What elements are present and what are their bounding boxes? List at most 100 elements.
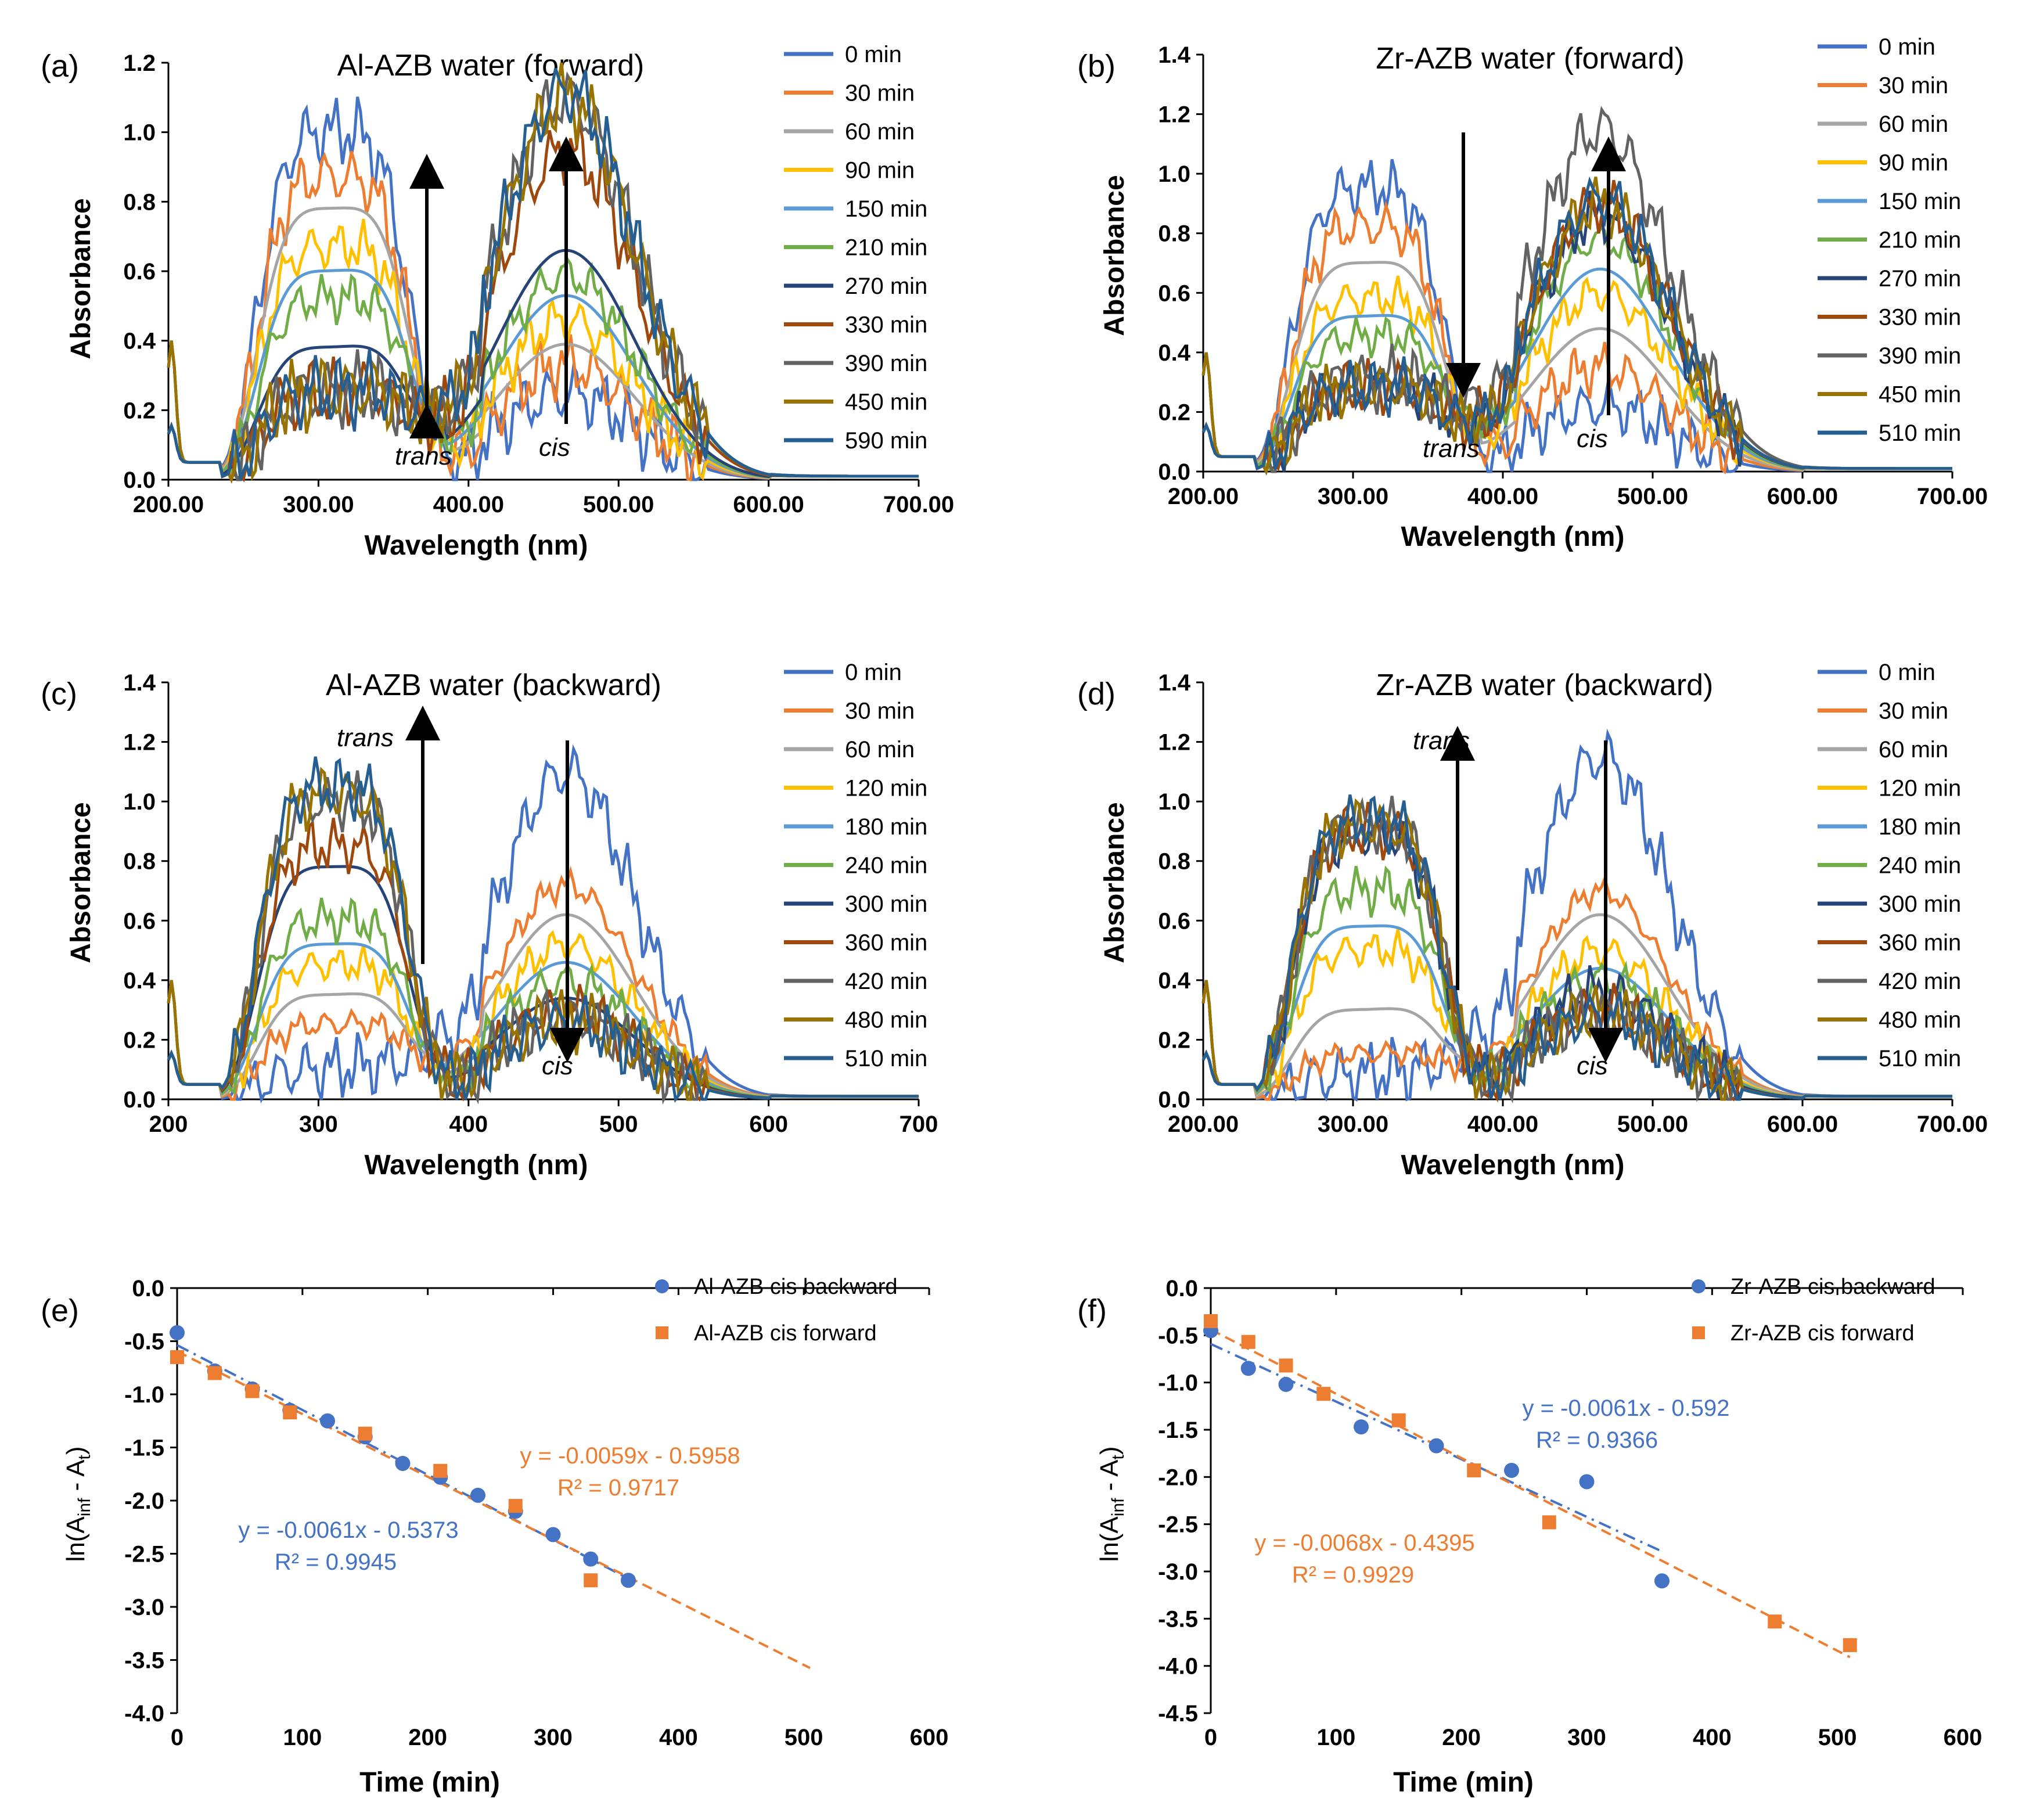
y-tick-label: 0.0: [1158, 1087, 1190, 1113]
series-line-510-min: [167, 756, 919, 1103]
legend-label: Zr-AZB cis backward: [1730, 1275, 1935, 1299]
data-point: [1429, 1438, 1444, 1454]
legend-label: 30 min: [845, 699, 915, 724]
x-tick-label: 200.00: [1168, 484, 1239, 509]
legend-label: Al-AZB cis backward: [694, 1275, 898, 1299]
series-line-30-min: [167, 151, 919, 482]
data-point: [283, 1405, 297, 1420]
x-axis-label: Time (min): [1393, 1767, 1534, 1798]
y-tick-label: 0.2: [1158, 1027, 1190, 1053]
data-point: [170, 1350, 184, 1364]
legend-label: Al-AZB cis forward: [694, 1321, 877, 1346]
y-axis-label-end: ): [1095, 1447, 1124, 1455]
legend-label: 60 min: [1879, 111, 1948, 137]
axes: 200 300 400 500 600 700 0.0 0.2 0.4 0.6 0.8 1.0 1.2 1…: [123, 670, 938, 1137]
legend: Al-AZB cis backward Al-AZB cis forward: [655, 1275, 898, 1346]
x-tick-label: 400: [449, 1112, 488, 1137]
x-tick-label: 400.00: [433, 492, 504, 517]
y-tick-label: -1.0: [124, 1382, 164, 1408]
legend-label: 0 min: [845, 42, 902, 67]
legend: 0 min 30 min 60 min 120 min 180 min 240 min 30…: [784, 660, 927, 1071]
x-tick-label: 200.00: [1168, 1112, 1239, 1137]
y-tick-label: 1.0: [1158, 789, 1190, 815]
data-point: [1279, 1358, 1293, 1373]
data-point: [1278, 1376, 1294, 1392]
chart-title: Al-AZB water (forward): [337, 49, 645, 82]
legend-label: 30 min: [1879, 73, 1948, 99]
y-tick-label: 1.4: [1158, 670, 1190, 696]
y-tick-label: 0.0: [123, 467, 156, 493]
legend: 0 min 30 min 60 min 90 min 150 min 210 min 270…: [1818, 34, 1961, 446]
chart-title: Al-AZB water (backward): [326, 668, 661, 702]
y-tick-label: -2.0: [124, 1488, 164, 1514]
series-line-590-min: [167, 68, 919, 480]
data-point: [1316, 1387, 1331, 1401]
x-tick-label: 100: [1316, 1725, 1355, 1750]
panel-letter: (f): [1077, 1293, 1107, 1328]
y-tick-label: -3.5: [124, 1648, 164, 1674]
cis-label: cis: [539, 433, 570, 462]
y-axis-label: Absorbance: [66, 198, 96, 359]
legend-label: 60 min: [845, 119, 915, 145]
x-tick-label: 400: [659, 1725, 698, 1750]
x-tick-label: 600: [910, 1725, 949, 1750]
legend-label: 30 min: [845, 81, 915, 106]
x-tick-label: 600: [749, 1112, 788, 1137]
legend-marker: [655, 1279, 669, 1293]
y-tick-label: 0.0: [123, 1087, 156, 1113]
panel-letter: (e): [41, 1293, 79, 1328]
data-point: [1504, 1462, 1519, 1478]
x-tick-label: 200: [1442, 1725, 1481, 1750]
y-tick-label: 0.8: [123, 189, 156, 215]
legend-label: 150 min: [845, 196, 927, 222]
data-point: [1843, 1638, 1857, 1652]
fit-equation-forward: y = -0.0059x - 0.5958: [520, 1443, 740, 1469]
y-tick-label: -4.0: [124, 1701, 164, 1727]
y-tick-label: 1.0: [1158, 161, 1190, 187]
data-point: [1542, 1515, 1556, 1530]
plot-area: 200 300 400 500 600 700 0.0 0.2 0.4 0.6 0.8 1.0 1.2 1…: [123, 670, 938, 1137]
y-tick-label: 1.4: [1158, 42, 1190, 68]
axes: 200.00 300.00 400.00 500.00 600.00 700.00 0.0 0…: [123, 51, 954, 517]
x-tick-label: 700.00: [883, 492, 954, 517]
data-point: [508, 1499, 523, 1513]
series-lines: [1201, 106, 1952, 476]
y-tick-label: -4.5: [1158, 1701, 1198, 1727]
panel-letter: (d): [1077, 677, 1116, 711]
data-point: [1654, 1573, 1670, 1589]
data-point: [320, 1413, 335, 1429]
plot-area: 0 100 200 300 400 500 600 -4.0 -3.5 -3.0 -2.5 -2.0 -…: [124, 1276, 948, 1750]
data-point: [1579, 1474, 1595, 1490]
y-axis-label: Absorbance: [1099, 802, 1130, 963]
data-point: [433, 1463, 448, 1478]
x-tick-label: 300: [534, 1725, 573, 1750]
legend-label: 30 min: [1879, 699, 1948, 724]
legend-label: 390 min: [1879, 343, 1961, 369]
y-tick-label: -0.5: [1158, 1323, 1198, 1348]
axes: 200.00 300.00 400.00 500.00 600.00 700.00 0.0 0…: [1158, 670, 1988, 1137]
legend-label: 120 min: [1879, 776, 1961, 801]
x-tick-label: 200.00: [133, 492, 204, 517]
y-tick-label: 0.0: [1158, 459, 1190, 485]
x-axis-label: Wavelength (nm): [1401, 1150, 1625, 1181]
data-point: [583, 1551, 599, 1567]
x-tick-label: 700: [900, 1112, 938, 1137]
x-tick-label: 600: [1944, 1725, 1983, 1750]
legend-label: 60 min: [845, 737, 915, 762]
legend-label: 270 min: [1879, 266, 1961, 292]
x-tick-label: 500: [599, 1112, 638, 1137]
y-tick-label: -2.0: [1158, 1465, 1198, 1490]
y-tick-label: 0.0: [132, 1276, 164, 1301]
y-tick-label: 0.8: [1158, 221, 1190, 247]
trans-label: trans: [395, 442, 452, 470]
x-tick-label: 500.00: [1617, 1112, 1688, 1137]
plot-area: 200.00 300.00 400.00 500.00 600.00 700.00 0.0 0…: [123, 51, 954, 517]
y-axis-label-sub-t: t: [1109, 1455, 1128, 1460]
y-tick-label: 0.6: [123, 908, 156, 934]
y-axis-label-sub-inf: inf: [75, 1498, 94, 1516]
y-tick-label: -3.0: [124, 1595, 164, 1620]
panel-letter: (b): [1077, 49, 1116, 84]
y-tick-label: 0.2: [123, 1027, 156, 1053]
legend-label: 300 min: [1879, 891, 1961, 917]
y-axis-label-end: ): [62, 1447, 90, 1455]
